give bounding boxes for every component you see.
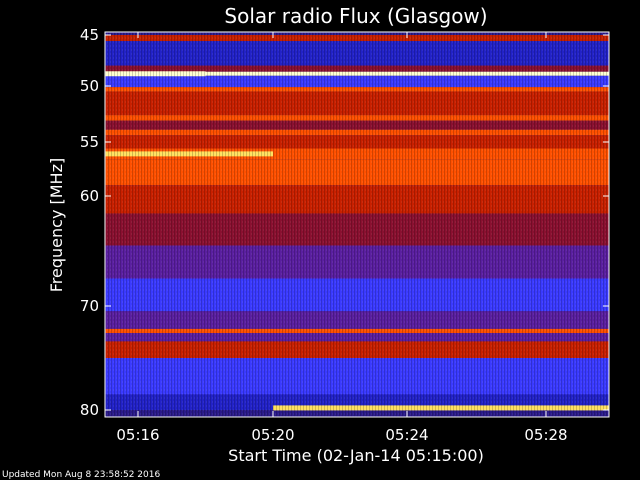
x-tick-label: 05:24 (385, 426, 428, 444)
y-axis-ticks: 45 50 55 60 70 80 (80, 26, 609, 419)
noise-texture (105, 32, 609, 417)
chart-title: Solar radio Flux (Glasgow) (224, 4, 487, 28)
y-tick-label: 55 (80, 133, 99, 151)
plot-area (105, 32, 609, 417)
plot-frame (104, 31, 610, 418)
x-axis-label: Start Time (02-Jan-14 05:15:00) (228, 446, 484, 465)
x-tick-label: 05:28 (524, 426, 567, 444)
x-tick-label: 05:16 (116, 426, 159, 444)
y-axis-label: Frequency [MHz] (47, 158, 66, 292)
x-axis-ticks: 05:16 05:20 05:24 05:28 (116, 32, 568, 444)
y-tick-label: 45 (80, 26, 99, 44)
y-tick-label: 70 (80, 297, 99, 315)
x-tick-label: 05:20 (251, 426, 294, 444)
y-tick-label: 80 (80, 401, 99, 419)
y-tick-label: 50 (80, 77, 99, 95)
y-tick-label: 60 (80, 187, 99, 205)
updated-timestamp: Updated Mon Aug 8 23:58:52 2016 (2, 470, 160, 480)
